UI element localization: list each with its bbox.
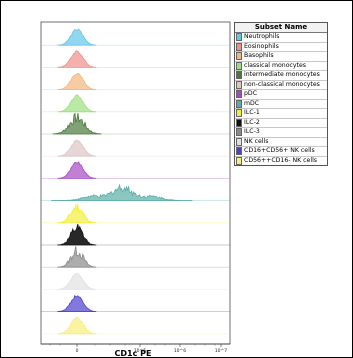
- histogram-row: [41, 223, 230, 246]
- histogram-curve: [57, 28, 97, 46]
- histogram-row: [41, 94, 230, 113]
- legend-swatch: [236, 33, 242, 42]
- legend-swatch: [236, 118, 242, 127]
- legend-item: Eosinophils: [235, 42, 327, 52]
- histogram-row: [41, 72, 230, 90]
- histogram-curve: [57, 72, 97, 90]
- histogram-row: [41, 112, 230, 135]
- legend-swatch: [236, 90, 242, 99]
- legend-label: mDC: [244, 99, 260, 107]
- x-tick-label: 10^7: [215, 348, 227, 354]
- legend-item: non-classical monocytes: [235, 80, 327, 90]
- legend-label: ILC-2: [244, 118, 260, 126]
- histogram-row: [41, 28, 230, 46]
- legend-swatch: [236, 147, 242, 156]
- legend-item: mDC: [235, 99, 327, 109]
- legend-item: ILC-1: [235, 109, 327, 119]
- histogram-curve: [57, 94, 97, 113]
- legend-item: NK cells: [235, 137, 327, 147]
- legend-label: classical monocytes: [244, 61, 306, 69]
- histogram-row: [41, 317, 230, 335]
- legend-item: CD56++CD16- NK cells: [235, 157, 327, 166]
- x-axis: 0 10^5 10^6 10^7: [41, 343, 230, 354]
- legend-swatch: [236, 42, 242, 51]
- legend-label: pDC: [244, 90, 258, 97]
- legend-swatch: [236, 52, 242, 61]
- legend-label: CD56++CD16- NK cells: [244, 156, 318, 164]
- histogram-curve: [57, 223, 97, 246]
- histogram-curve: [51, 183, 193, 201]
- histogram-row: [41, 294, 230, 312]
- legend-label: CD16+CD56+ NK cells: [244, 147, 315, 154]
- histogram-row: [41, 183, 230, 201]
- legend-label: NK cells: [244, 137, 269, 145]
- legend-swatch: [236, 61, 242, 70]
- legend: Subset Name Neutrophils Eosinophils Basoph…: [234, 22, 328, 166]
- histogram-row: [41, 139, 230, 157]
- legend-swatch: [236, 109, 242, 118]
- histogram-curve: [57, 317, 97, 335]
- histogram-row: [41, 246, 230, 268]
- legend-label: Basophils: [244, 52, 274, 59]
- legend-label: non-classical monocytes: [244, 80, 320, 88]
- legend-label: ILC-1: [244, 109, 260, 116]
- x-tick-label: 10^6: [174, 348, 186, 354]
- legend-item: ILC-2: [235, 118, 327, 128]
- legend-item: ILC-3: [235, 128, 327, 138]
- legend-title: Subset Name: [235, 23, 327, 33]
- legend-label: Eosinophils: [244, 42, 279, 50]
- histogram-row: [41, 203, 230, 224]
- histogram-row: [41, 50, 230, 68]
- histogram-row: [41, 272, 230, 290]
- legend-item: Basophils: [235, 52, 327, 62]
- legend-rows: Neutrophils Eosinophils Basophils classical…: [235, 33, 327, 165]
- legend-label: Neutrophils: [244, 33, 280, 40]
- histogram-rows: [41, 28, 230, 335]
- legend-swatch: [236, 156, 242, 165]
- legend-label: ILC-3: [244, 128, 260, 135]
- x-tick-label: 10^5: [134, 348, 146, 354]
- histogram-curve: [57, 272, 97, 290]
- histogram-curve: [57, 294, 97, 312]
- histogram-curve: [57, 246, 97, 268]
- x-tick-label: 0: [76, 348, 79, 354]
- legend-swatch: [236, 80, 242, 89]
- legend-item: CD16+CD56+ NK cells: [235, 147, 327, 157]
- legend-swatch: [236, 128, 242, 137]
- histogram-curve: [57, 161, 97, 179]
- x-axis-label: CD1c PE: [115, 349, 152, 358]
- legend-swatch: [236, 137, 242, 146]
- histogram-curve: [57, 139, 97, 157]
- legend-swatch: [236, 99, 242, 108]
- legend-item: classical monocytes: [235, 61, 327, 71]
- legend-item: Neutrophils: [235, 33, 327, 43]
- legend-swatch: [236, 71, 242, 80]
- histogram-curve: [57, 203, 97, 224]
- histogram-row: [41, 161, 230, 179]
- plot-area-frame: [40, 21, 231, 345]
- legend-item: intermediate monocytes: [235, 71, 327, 81]
- histogram-curve: [57, 50, 97, 68]
- legend-label: intermediate monocytes: [244, 71, 320, 78]
- legend-item: pDC: [235, 90, 327, 100]
- histogram-curve: [52, 112, 102, 135]
